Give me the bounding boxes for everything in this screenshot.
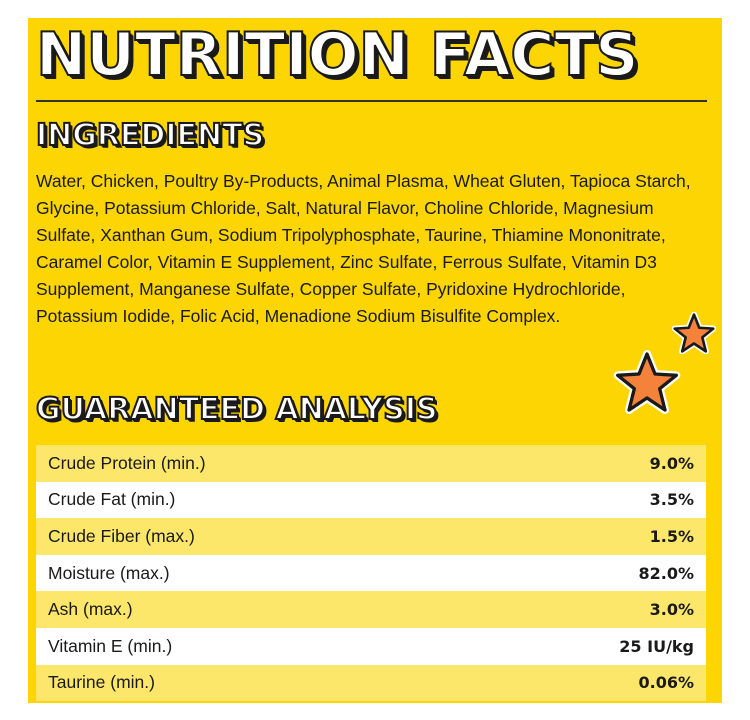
row-label: Crude Protein (min.) xyxy=(48,452,206,473)
nutrition-panel: NUTRITION FACTS INGREDIENTS Water, Chick… xyxy=(28,18,722,703)
table-row: Crude Protein (min.) 9.0% xyxy=(36,445,706,482)
row-label: Crude Fat (min.) xyxy=(48,489,176,510)
row-label: Crude Fiber (max.) xyxy=(48,525,195,546)
divider xyxy=(36,100,707,102)
ingredients-heading: INGREDIENTS xyxy=(35,117,265,154)
table-row: Crude Fiber (max.) 1.5% xyxy=(36,518,706,555)
table-row: Ash (max.) 3.0% xyxy=(36,591,706,628)
row-value: 25 IU/kg xyxy=(619,636,694,656)
row-value: 0.06% xyxy=(638,673,694,693)
row-label: Ash (max.) xyxy=(48,599,133,620)
row-value: 9.0% xyxy=(649,453,694,473)
page-title: NUTRITION FACTS xyxy=(35,19,639,91)
guaranteed-analysis-table: Crude Protein (min.) 9.0% Crude Fat (min.… xyxy=(36,445,706,702)
table-row: Taurine (min.) 0.06% xyxy=(36,664,706,702)
star-icon xyxy=(672,312,716,354)
star-icon xyxy=(613,350,681,414)
ingredients-text: Water, Chicken, Poultry By-Products, Ani… xyxy=(36,171,691,326)
analysis-heading: GUARANTEED ANALYSIS xyxy=(35,391,439,428)
table-row: Crude Fat (min.) 3.5% xyxy=(36,481,706,519)
table-row: Moisture (max.) 82.0% xyxy=(36,554,706,592)
row-label: Moisture (max.) xyxy=(48,562,170,583)
table-row: Vitamin E (min.) 25 IU/kg xyxy=(36,627,706,665)
row-value: 3.5% xyxy=(649,490,694,510)
row-label: Taurine (min.) xyxy=(48,672,155,693)
row-value: 82.0% xyxy=(638,563,694,583)
row-value: 1.5% xyxy=(649,526,694,546)
row-value: 3.0% xyxy=(649,600,694,620)
row-label: Vitamin E (min.) xyxy=(48,635,173,656)
